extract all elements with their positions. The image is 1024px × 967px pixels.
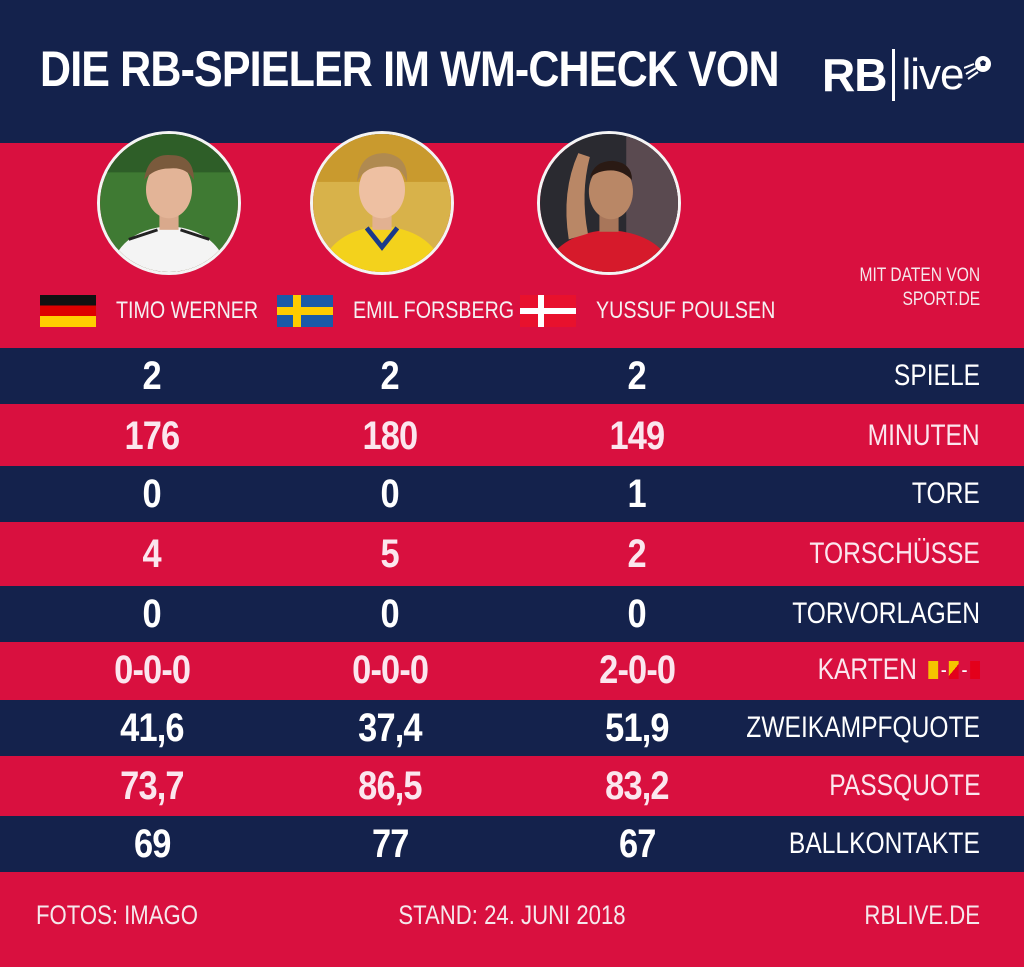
stat-value-forsberg: 37,4 [358,706,422,750]
stat-value-poulsen: 67 [618,822,656,866]
stat-label: TORVORLAGEN [792,597,980,630]
soccer-ball-icon [964,56,991,80]
stat-value-forsberg: 0 [380,472,400,516]
red-card-icon [970,661,980,679]
player-poulsen: YUSSUF POULSEN [520,294,815,328]
stat-row-spiele: 2 2 2 SPIELE [0,348,1024,404]
yellow-red-card-icon [949,661,960,679]
stat-value-forsberg: 0 [380,592,400,636]
player-photo-werner [97,131,241,275]
player-name: EMIL FORSBERG [353,297,515,324]
stat-value-poulsen: 2 [627,532,647,576]
player-werner: TIMO WERNER [40,294,289,328]
logo-live-text: live [901,50,964,99]
germany-flag-icon [40,295,96,327]
stat-value-poulsen: 2 [627,354,647,398]
stat-value-werner: 41,6 [120,706,184,750]
logo-divider [892,49,896,101]
stat-label: TORE [912,477,980,510]
stat-value-poulsen: 0 [627,592,647,636]
stat-value-werner: 0 [142,592,162,636]
stat-value-forsberg: 2 [380,354,400,398]
stat-value-forsberg: 5 [380,532,400,576]
stat-label: KARTEN - - [818,642,980,698]
player-name: TIMO WERNER [116,297,259,324]
rblive-logo[interactable]: RB live [822,46,991,104]
card-legend: - - [928,642,980,698]
stat-label: MINUTEN [867,419,980,452]
photo-credit: FOTOS: IMAGO [36,900,198,930]
stat-value-poulsen: 1 [627,472,647,516]
stat-value-forsberg: 0-0-0 [351,648,429,692]
stat-value-forsberg: 86,5 [358,764,422,808]
stat-row-torschuesse: 4 5 2 TORSCHÜSSE [0,526,1024,582]
yellow-card-icon [928,661,939,679]
stat-value-poulsen: 149 [609,414,666,458]
data-date: STAND: 24. JUNI 2018 [398,900,626,930]
stat-label: PASSQUOTE [828,769,980,802]
card-separator: - [961,657,968,682]
stat-value-werner: 0-0-0 [113,648,191,692]
stat-value-poulsen: 51,9 [605,706,669,750]
stat-label: TORSCHÜSSE [809,537,980,570]
stat-row-passquote: 73,7 86,5 83,2 PASSQUOTE [0,758,1024,814]
stat-row-tore: 0 0 1 TORE [0,466,1024,522]
denmark-flag-icon [520,295,576,327]
stat-value-forsberg: 180 [362,414,419,458]
stat-label: BALLKONTAKTE [789,827,980,860]
logo-rb-text: RB [822,49,887,101]
stat-row-ballkontakte: 69 77 67 BALLKONTAKTE [0,816,1024,872]
website-link[interactable]: RBLIVE.DE [864,900,980,930]
stat-label: ZWEIKAMPFQUOTE [746,711,980,744]
player-photo-poulsen [537,131,681,275]
stat-value-werner: 69 [133,822,171,866]
player-forsberg: EMIL FORSBERG [277,294,549,328]
stat-value-poulsen: 83,2 [605,764,669,808]
stat-value-forsberg: 77 [371,822,409,866]
player-name: YUSSUF POULSEN [596,297,776,324]
page-title: DIE RB-SPIELER IM WM-CHECK VON [40,41,780,97]
source-line-2: SPORT.DE [902,289,980,310]
stat-value-werner: 0 [142,472,162,516]
stat-value-werner: 2 [142,354,162,398]
stat-row-torvorlagen: 0 0 0 TORVORLAGEN [0,586,1024,642]
stat-label: SPIELE [893,359,980,392]
stat-row-karten: 0-0-0 0-0-0 2-0-0 KARTEN - - [0,642,1024,698]
card-separator: - [940,657,947,682]
header-bar: DIE RB-SPIELER IM WM-CHECK VON RB live [0,0,1024,143]
stat-row-zweikampfquote: 41,6 37,4 51,9 ZWEIKAMPFQUOTE [0,700,1024,756]
data-source-credit: MIT DATEN VON SPORT.DE [859,264,980,312]
stat-value-werner: 176 [124,414,181,458]
stat-value-werner: 73,7 [120,764,184,808]
stat-row-minuten: 176 180 149 MINUTEN [0,408,1024,464]
stat-value-poulsen: 2-0-0 [598,648,676,692]
source-line-1: MIT DATEN VON [859,265,980,286]
stat-value-werner: 4 [142,532,162,576]
sweden-flag-icon [277,295,333,327]
player-photo-forsberg [310,131,454,275]
